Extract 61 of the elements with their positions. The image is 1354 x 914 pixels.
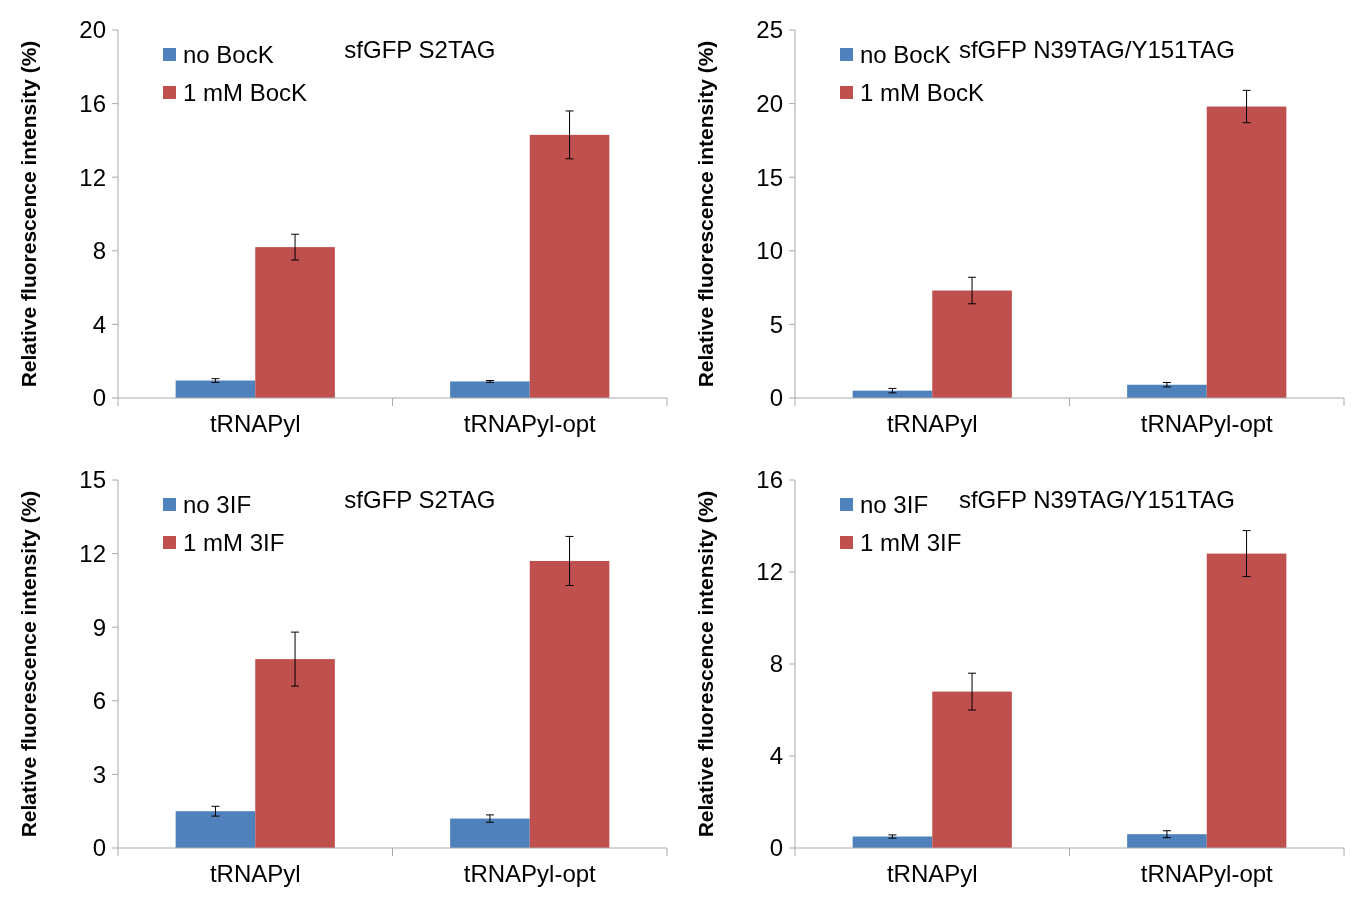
legend-label: 1 mM BocK bbox=[183, 79, 308, 107]
y-tick-label: 25 bbox=[756, 16, 783, 44]
bar bbox=[1127, 834, 1207, 848]
x-tick-label: tRNAPyl bbox=[886, 860, 978, 887]
y-tick-label: 3 bbox=[92, 760, 106, 788]
bar bbox=[175, 811, 256, 848]
chart-title: sfGFP S2TAG bbox=[344, 486, 496, 513]
legend-label: 1 mM 3IF bbox=[860, 529, 962, 557]
legend-label: 1 mM BocK bbox=[860, 79, 985, 107]
bar bbox=[1206, 553, 1287, 848]
y-tick-label: 15 bbox=[79, 466, 106, 494]
legend-label: no 3IF bbox=[860, 491, 929, 519]
x-tick-label: tRNAPyl bbox=[209, 410, 301, 437]
y-tick-label: 20 bbox=[79, 16, 106, 44]
y-tick-label: 9 bbox=[92, 613, 106, 641]
y-tick-label: 16 bbox=[756, 466, 783, 494]
y-tick-label: 0 bbox=[769, 384, 783, 412]
x-tick-label: tRNAPyl bbox=[886, 410, 978, 437]
y-axis-title: Relative fluorescence intensity (%) bbox=[694, 40, 717, 388]
y-tick-label: 0 bbox=[92, 834, 106, 862]
x-tick-label: tRNAPyl-opt bbox=[463, 860, 597, 887]
x-tick-label: tRNAPyl-opt bbox=[1140, 410, 1274, 437]
y-tick-label: 8 bbox=[92, 237, 106, 265]
y-tick-label: 15 bbox=[756, 163, 783, 191]
bar bbox=[450, 818, 530, 848]
y-tick-label: 4 bbox=[92, 310, 106, 338]
x-tick-label: tRNAPyl-opt bbox=[1140, 860, 1274, 887]
y-tick-label: 12 bbox=[79, 540, 106, 567]
y-tick-label: 16 bbox=[79, 90, 106, 117]
legend-label: 1 mM 3IF bbox=[183, 529, 285, 557]
bar bbox=[932, 290, 1012, 398]
bar bbox=[529, 560, 610, 848]
y-tick-label: 6 bbox=[92, 687, 106, 715]
chart-title: sfGFP S2TAG bbox=[344, 36, 496, 63]
y-axis-title: Relative fluorescence intensity (%) bbox=[694, 490, 717, 838]
bar bbox=[450, 381, 530, 398]
bar bbox=[1206, 106, 1287, 398]
y-tick-label: 5 bbox=[769, 310, 783, 338]
x-tick-label: tRNAPyl bbox=[209, 860, 301, 887]
y-tick-label: 20 bbox=[756, 90, 783, 117]
y-tick-label: 12 bbox=[756, 558, 783, 586]
bar bbox=[1127, 384, 1207, 398]
y-tick-label: 0 bbox=[769, 834, 783, 862]
legend-label: no 3IF bbox=[183, 491, 252, 519]
y-tick-label: 8 bbox=[769, 650, 783, 678]
chart-title: sfGFP N39TAG/Y151TAG bbox=[958, 36, 1235, 63]
bar bbox=[255, 247, 335, 398]
y-axis-title: Relative fluorescence intensity (%) bbox=[17, 40, 40, 388]
y-tick-label: 0 bbox=[92, 384, 106, 412]
y-tick-label: 4 bbox=[769, 742, 783, 770]
legend-label: no BocK bbox=[860, 41, 951, 69]
x-tick-label: tRNAPyl-opt bbox=[463, 410, 597, 437]
y-tick-label: 12 bbox=[79, 163, 106, 191]
bar bbox=[175, 380, 256, 398]
y-axis-title: Relative fluorescence intensity (%) bbox=[17, 490, 40, 838]
chart-title: sfGFP N39TAG/Y151TAG bbox=[958, 486, 1235, 513]
legend-label: no BocK bbox=[183, 41, 274, 69]
bar bbox=[529, 134, 610, 398]
bar bbox=[932, 691, 1012, 848]
bar bbox=[255, 659, 335, 848]
y-tick-label: 10 bbox=[756, 237, 783, 265]
